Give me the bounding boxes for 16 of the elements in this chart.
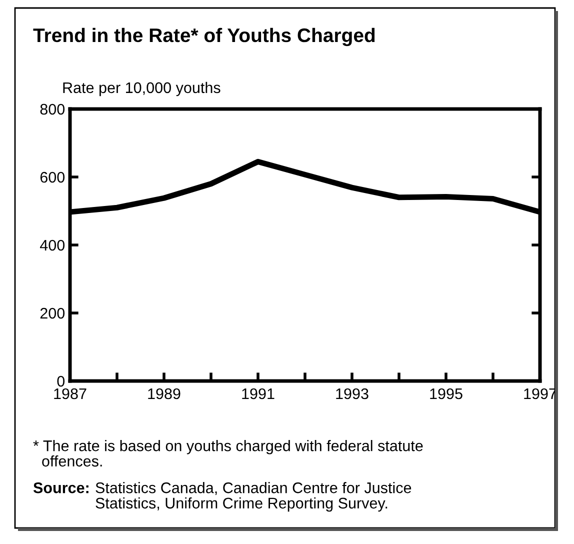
y-tick-label: 400 (40, 240, 65, 251)
y-axis-title: Rate per 10,000 youths (63, 82, 220, 96)
text: Statistics Canada, Canadian Centre for Justice Statistics, Uniform Crime Reporting Survey. (96, 482, 412, 512)
y-tick-label: 600 (40, 172, 65, 183)
chart-title: Trend in the Rate* of Youths Charged (33, 28, 375, 46)
y-tick-label: 800 (40, 104, 65, 115)
text: * The rate is based on youths charged with federal statute offences. (33, 440, 423, 467)
x-tick-label: 1989 (148, 388, 180, 400)
source-note: Source: (33, 482, 88, 494)
y-tick-label: 0 (57, 376, 65, 387)
x-tick-label: 1987 (54, 388, 86, 400)
x-tick-label: 1997 (524, 388, 556, 400)
y-tick-label: 200 (40, 308, 65, 319)
x-tick-label: 1993 (336, 388, 368, 400)
x-tick-label: 1995 (430, 388, 462, 400)
x-tick-label: 1991 (242, 388, 274, 400)
